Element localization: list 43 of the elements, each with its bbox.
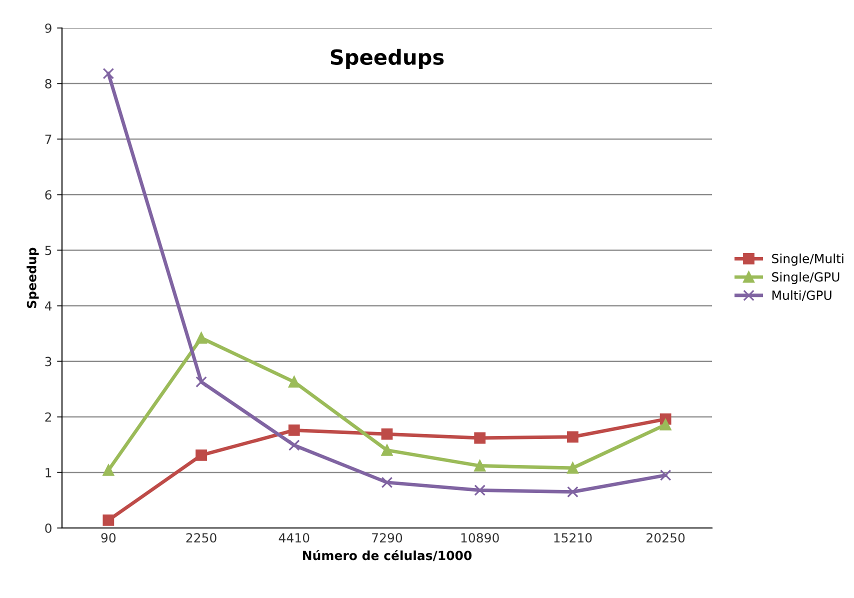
legend-label: Single/GPU (772, 272, 840, 284)
y-tick-label: 9 (45, 23, 52, 33)
point (660, 470, 672, 481)
y-tick-label: 3 (45, 356, 52, 366)
x-axis-title: Número de células/1000 (302, 550, 472, 562)
point (567, 486, 578, 498)
y-tick-label: 6 (45, 190, 52, 200)
x-tick-label: 2250 (186, 533, 216, 543)
y-axis-title: Speedup (26, 248, 39, 308)
text: Speedups (330, 48, 444, 69)
point (288, 440, 300, 451)
y-tick-label: 8 (45, 79, 52, 88)
y-tick-label: 0 (45, 523, 52, 533)
point (567, 431, 578, 443)
y-tick-label: 7 (45, 134, 52, 144)
point (474, 460, 486, 472)
y-tick-label: 5 (45, 246, 52, 256)
x-tick-label: 90 (101, 533, 116, 543)
point (102, 68, 114, 80)
x-tick-label: 10890 (461, 533, 499, 543)
x-tick-label: 20250 (646, 533, 685, 543)
point (196, 450, 207, 461)
legend-label: Multi/GPU (772, 290, 832, 301)
legend-label: Single/Multi (772, 254, 844, 266)
point (381, 428, 393, 440)
point (474, 484, 486, 496)
point (567, 462, 578, 474)
point (102, 464, 114, 476)
x-tick-label: 4410 (278, 533, 310, 543)
point (381, 476, 393, 488)
point (474, 432, 486, 444)
x-tick-label: 7290 (372, 533, 402, 543)
point (288, 424, 300, 436)
point (381, 444, 393, 456)
point (196, 376, 207, 388)
point (660, 418, 672, 430)
y-tick-label: 2 (45, 412, 52, 422)
point (288, 376, 300, 388)
y-tick-label: 4 (44, 301, 52, 311)
x-tick-label: 15210 (554, 533, 592, 543)
point (102, 514, 114, 526)
y-tick-label: 1 (46, 468, 52, 478)
point (196, 332, 207, 344)
